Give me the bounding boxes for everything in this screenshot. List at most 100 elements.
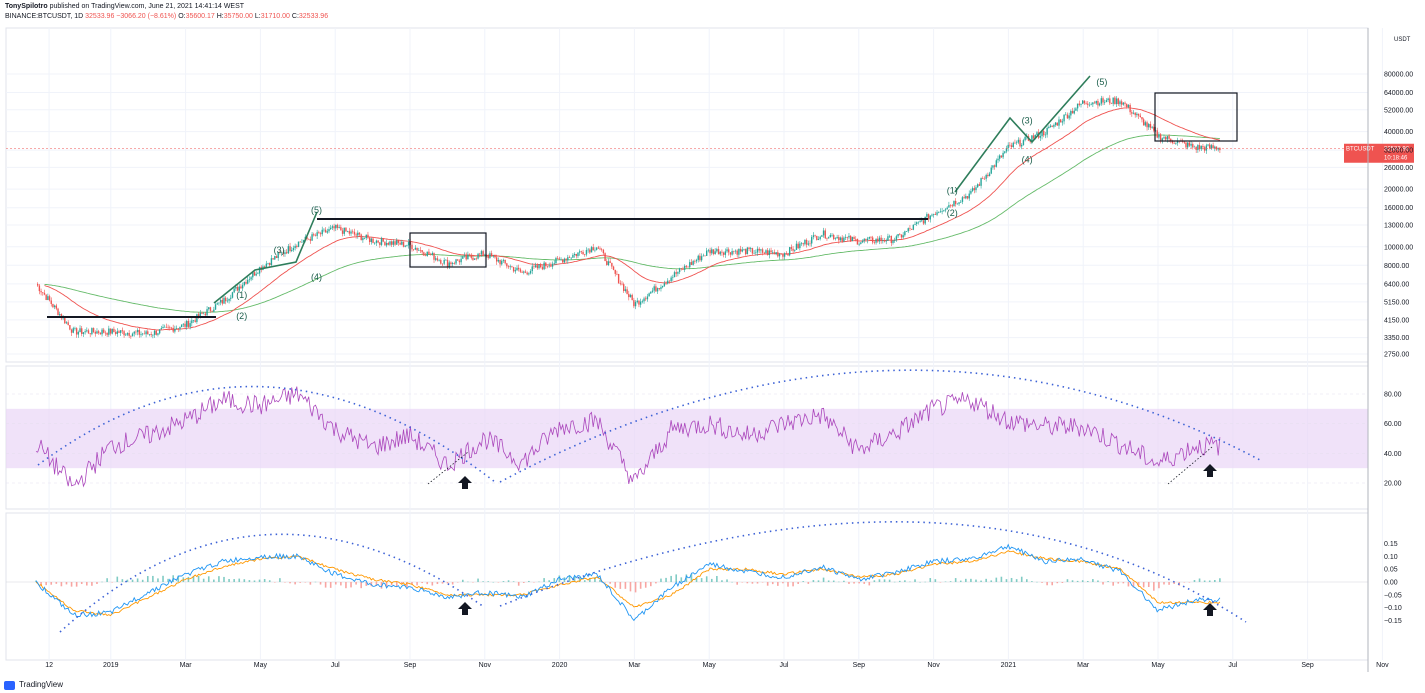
macd-histogram-bar <box>914 579 916 582</box>
y-tick-label: 40000.00 <box>1384 129 1413 136</box>
macd-histogram-bar <box>929 578 932 582</box>
candle-body <box>470 255 472 258</box>
candle-body <box>475 258 478 260</box>
candle-body <box>963 197 965 199</box>
candle-body <box>1105 100 1108 103</box>
candle-body <box>690 262 693 265</box>
candle-body <box>631 294 633 301</box>
candle-body <box>501 260 503 265</box>
candle-body <box>805 239 808 245</box>
candle-body <box>399 242 401 245</box>
range-box <box>1154 92 1238 142</box>
footer: TradingView <box>4 679 63 691</box>
candle-body <box>292 247 295 250</box>
candle-body <box>623 284 625 291</box>
candle-body <box>624 289 627 291</box>
macd-histogram-bar <box>1061 582 1064 583</box>
macd-histogram-bar <box>1203 580 1206 582</box>
candle-body <box>545 262 547 267</box>
candle-body <box>912 224 915 230</box>
macd-histogram-bar <box>314 581 317 583</box>
candle-body <box>473 258 476 260</box>
candle-body <box>1209 144 1211 149</box>
rsi-band <box>6 408 1368 469</box>
y-tick-label: 10000.00 <box>1384 244 1413 251</box>
rsi-tick-label: 40.00 <box>1384 451 1402 458</box>
candle-body <box>702 255 705 257</box>
candle-body <box>816 235 818 240</box>
candle-body <box>1097 100 1099 106</box>
candle-body <box>744 249 747 255</box>
candle-body <box>528 273 530 275</box>
brand-name[interactable]: TradingView <box>19 680 64 689</box>
candle-body <box>570 257 572 259</box>
macd-histogram-bar <box>451 582 454 585</box>
candle-body <box>760 249 762 251</box>
candle-body <box>980 178 982 186</box>
candle-body <box>333 226 335 229</box>
ohlc-line: BINANCE:BTCUSDT, 1D 32533.96 −3066.20 (−… <box>5 12 328 22</box>
candle-body <box>221 299 224 304</box>
candle-body <box>599 248 601 250</box>
macd-histogram-bar <box>340 582 342 586</box>
candle-body <box>280 252 283 253</box>
candle-body <box>335 224 337 229</box>
macd-histogram-bar <box>746 582 749 584</box>
candle-body <box>909 228 911 229</box>
candle-body <box>321 229 323 235</box>
publisher-name[interactable]: TonySpilotro <box>5 3 48 10</box>
candle-body <box>357 232 359 236</box>
macd-histogram-bar <box>609 582 611 584</box>
macd-histogram-bar <box>700 578 703 582</box>
candle-body <box>368 237 371 243</box>
candle-body <box>941 211 943 212</box>
candle-body <box>1021 144 1023 147</box>
candle-body <box>1163 137 1165 139</box>
candle-body <box>543 262 545 270</box>
macd-histogram-bar <box>1102 582 1104 585</box>
macd-histogram-bar <box>1000 576 1003 582</box>
candle-body <box>1153 126 1155 131</box>
candle-body <box>113 328 115 333</box>
candle-body <box>1053 124 1055 127</box>
tradingview-logo-icon[interactable] <box>4 680 15 690</box>
candle-body <box>788 247 791 256</box>
candle-body <box>951 205 953 207</box>
candle-body <box>40 291 42 293</box>
candle-body <box>953 200 955 207</box>
candle-body <box>43 292 46 295</box>
candle-body <box>663 283 666 286</box>
candle-body <box>507 266 510 268</box>
candle-body <box>1048 126 1050 128</box>
price-annotations: (1) (2) (3) (4) (5) (1) (2) (3) (4) (5) BTCUSDT 325… <box>6 75 1414 321</box>
x-tick-label: Jul <box>780 662 789 669</box>
macd-histogram-bar <box>126 579 129 582</box>
macd-histogram-bar <box>40 582 42 586</box>
candle-body <box>1166 136 1169 140</box>
candle-body <box>241 285 244 289</box>
candle-body <box>860 242 862 244</box>
candle-body <box>1024 136 1026 141</box>
x-tick-label: Mar <box>1077 662 1090 669</box>
candle-body <box>36 283 39 286</box>
macd-histogram-bar <box>777 582 779 586</box>
candle-body <box>191 320 193 324</box>
macd-histogram-bar <box>289 582 291 584</box>
candle-body <box>589 249 591 253</box>
candle-body <box>126 333 129 335</box>
candle-body <box>1093 102 1096 104</box>
macd-histogram-bar <box>644 582 647 588</box>
macd-histogram-bar <box>401 582 403 584</box>
candle-body <box>352 231 354 233</box>
candle-body <box>1081 100 1084 104</box>
macd-histogram-bar <box>888 579 891 582</box>
candle-body <box>1136 113 1138 116</box>
macd-histogram-bar <box>909 581 911 583</box>
macd-histogram-bar <box>568 574 571 582</box>
candle-body <box>423 252 425 256</box>
candle-body <box>64 317 66 324</box>
macd-histogram-bar <box>1117 582 1120 584</box>
candle-body <box>91 328 93 335</box>
macd-histogram-bar <box>329 582 332 588</box>
candle-body <box>1212 145 1214 149</box>
